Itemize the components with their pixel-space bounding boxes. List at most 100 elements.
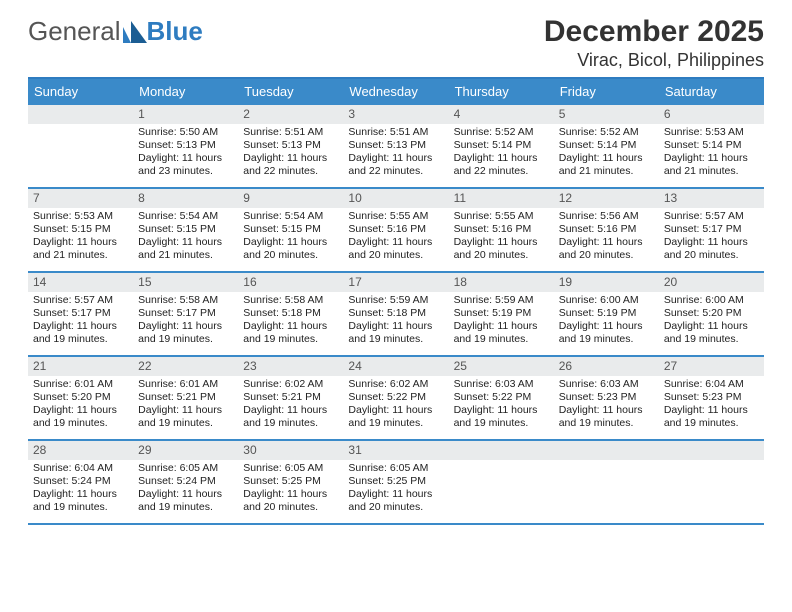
- daylight-line: Daylight: 11 hours and 19 minutes.: [138, 488, 233, 514]
- day-number: 24: [343, 357, 448, 376]
- sunset-line: Sunset: 5:25 PM: [348, 475, 443, 488]
- calendar-cell: 9 Sunrise: 5:54 AMSunset: 5:15 PMDaylight…: [238, 189, 343, 271]
- sunset-line: Sunset: 5:17 PM: [664, 223, 759, 236]
- daylight-line: Daylight: 11 hours and 19 minutes.: [348, 404, 443, 430]
- daylight-line: Daylight: 11 hours and 21 minutes.: [33, 236, 128, 262]
- sunrise-line: Sunrise: 5:55 AM: [348, 210, 443, 223]
- sunset-line: Sunset: 5:16 PM: [559, 223, 654, 236]
- calendar: Sunday Monday Tuesday Wednesday Thursday…: [28, 77, 764, 525]
- sunset-line: Sunset: 5:13 PM: [348, 139, 443, 152]
- day-number: 9: [238, 189, 343, 208]
- sunset-line: Sunset: 5:22 PM: [348, 391, 443, 404]
- sunrise-line: Sunrise: 6:01 AM: [138, 378, 233, 391]
- day-number: 14: [28, 273, 133, 292]
- sunset-line: Sunset: 5:25 PM: [243, 475, 338, 488]
- day-number: .: [449, 441, 554, 460]
- daylight-line: Daylight: 11 hours and 23 minutes.: [138, 152, 233, 178]
- sunset-line: Sunset: 5:14 PM: [454, 139, 549, 152]
- sunrise-line: Sunrise: 6:05 AM: [243, 462, 338, 475]
- calendar-cell: 26Sunrise: 6:03 AMSunset: 5:23 PMDayligh…: [554, 357, 659, 439]
- day-number: 5: [554, 105, 659, 124]
- daylight-line: Daylight: 11 hours and 20 minutes.: [454, 236, 549, 262]
- calendar-cell: 19Sunrise: 6:00 AMSunset: 5:19 PMDayligh…: [554, 273, 659, 355]
- calendar-cell: 22Sunrise: 6:01 AMSunset: 5:21 PMDayligh…: [133, 357, 238, 439]
- sunset-line: Sunset: 5:15 PM: [138, 223, 233, 236]
- sunset-line: Sunset: 5:20 PM: [33, 391, 128, 404]
- sunset-line: Sunset: 5:16 PM: [348, 223, 443, 236]
- calendar-cell: 27Sunrise: 6:04 AMSunset: 5:23 PMDayligh…: [659, 357, 764, 439]
- daylight-line: Daylight: 11 hours and 21 minutes.: [664, 152, 759, 178]
- sunrise-line: Sunrise: 5:57 AM: [33, 294, 128, 307]
- day-number: 15: [133, 273, 238, 292]
- calendar-cell: 28Sunrise: 6:04 AMSunset: 5:24 PMDayligh…: [28, 441, 133, 523]
- calendar-cell: 14Sunrise: 5:57 AMSunset: 5:17 PMDayligh…: [28, 273, 133, 355]
- daylight-line: Daylight: 11 hours and 19 minutes.: [559, 404, 654, 430]
- calendar-week: 7Sunrise: 5:53 AMSunset: 5:15 PMDaylight…: [28, 189, 764, 273]
- sunrise-line: Sunrise: 5:51 AM: [243, 126, 338, 139]
- calendar-cell: 17Sunrise: 5:59 AMSunset: 5:18 PMDayligh…: [343, 273, 448, 355]
- calendar-cell: 1Sunrise: 5:50 AMSunset: 5:13 PMDaylight…: [133, 105, 238, 187]
- sunrise-line: Sunrise: 6:04 AM: [664, 378, 759, 391]
- sunset-line: Sunset: 5:23 PM: [664, 391, 759, 404]
- weekday-thursday: Thursday: [449, 79, 554, 105]
- calendar-cell: 18Sunrise: 5:59 AMSunset: 5:19 PMDayligh…: [449, 273, 554, 355]
- calendar-cell: 3Sunrise: 5:51 AMSunset: 5:13 PMDaylight…: [343, 105, 448, 187]
- sunrise-line: Sunrise: 6:05 AM: [138, 462, 233, 475]
- weekday-saturday: Saturday: [659, 79, 764, 105]
- sunset-line: Sunset: 5:20 PM: [664, 307, 759, 320]
- daylight-line: Daylight: 11 hours and 20 minutes.: [243, 488, 338, 514]
- calendar-cell: 4Sunrise: 5:52 AMSunset: 5:14 PMDaylight…: [449, 105, 554, 187]
- day-number: 16: [238, 273, 343, 292]
- sunrise-line: Sunrise: 5:56 AM: [559, 210, 654, 223]
- daylight-line: Daylight: 11 hours and 19 minutes.: [138, 320, 233, 346]
- weekday-tuesday: Tuesday: [238, 79, 343, 105]
- sunset-line: Sunset: 5:18 PM: [243, 307, 338, 320]
- sunset-line: Sunset: 5:15 PM: [243, 223, 338, 236]
- sunset-line: Sunset: 5:21 PM: [243, 391, 338, 404]
- calendar-cell: 23Sunrise: 6:02 AMSunset: 5:21 PMDayligh…: [238, 357, 343, 439]
- day-number: 1: [133, 105, 238, 124]
- sunset-line: Sunset: 5:21 PM: [138, 391, 233, 404]
- day-number: 26: [554, 357, 659, 376]
- daylight-line: Daylight: 11 hours and 20 minutes.: [559, 236, 654, 262]
- sunrise-line: Sunrise: 6:02 AM: [348, 378, 443, 391]
- sunrise-line: Sunrise: 5:59 AM: [454, 294, 549, 307]
- calendar-cell: 2Sunrise: 5:51 AMSunset: 5:13 PMDaylight…: [238, 105, 343, 187]
- calendar-cell: 25Sunrise: 6:03 AMSunset: 5:22 PMDayligh…: [449, 357, 554, 439]
- day-number: 25: [449, 357, 554, 376]
- calendar-cell: 5Sunrise: 5:52 AMSunset: 5:14 PMDaylight…: [554, 105, 659, 187]
- weekday-wednesday: Wednesday: [343, 79, 448, 105]
- sunrise-line: Sunrise: 6:05 AM: [348, 462, 443, 475]
- daylight-line: Daylight: 11 hours and 20 minutes.: [348, 236, 443, 262]
- sunset-line: Sunset: 5:15 PM: [33, 223, 128, 236]
- calendar-cell-empty: .: [554, 441, 659, 523]
- day-number: 8: [133, 189, 238, 208]
- daylight-line: Daylight: 11 hours and 19 minutes.: [33, 404, 128, 430]
- day-number: 13: [659, 189, 764, 208]
- sunset-line: Sunset: 5:17 PM: [33, 307, 128, 320]
- daylight-line: Daylight: 11 hours and 20 minutes.: [243, 236, 338, 262]
- sunset-line: Sunset: 5:24 PM: [33, 475, 128, 488]
- sunrise-line: Sunrise: 6:02 AM: [243, 378, 338, 391]
- daylight-line: Daylight: 11 hours and 22 minutes.: [348, 152, 443, 178]
- daylight-line: Daylight: 11 hours and 19 minutes.: [243, 404, 338, 430]
- logo-text-blue: Blue: [147, 16, 203, 47]
- logo-icon: [123, 21, 147, 43]
- daylight-line: Daylight: 11 hours and 21 minutes.: [559, 152, 654, 178]
- sunrise-line: Sunrise: 5:54 AM: [243, 210, 338, 223]
- sunrise-line: Sunrise: 5:50 AM: [138, 126, 233, 139]
- daylight-line: Daylight: 11 hours and 19 minutes.: [559, 320, 654, 346]
- day-number: .: [554, 441, 659, 460]
- sunrise-line: Sunrise: 5:58 AM: [243, 294, 338, 307]
- calendar-week: .1Sunrise: 5:50 AMSunset: 5:13 PMDayligh…: [28, 105, 764, 189]
- sunrise-line: Sunrise: 5:52 AM: [559, 126, 654, 139]
- daylight-line: Daylight: 11 hours and 19 minutes.: [664, 404, 759, 430]
- sunset-line: Sunset: 5:23 PM: [559, 391, 654, 404]
- daylight-line: Daylight: 11 hours and 19 minutes.: [664, 320, 759, 346]
- day-number: 11: [449, 189, 554, 208]
- sunset-line: Sunset: 5:13 PM: [243, 139, 338, 152]
- day-number: 3: [343, 105, 448, 124]
- sunset-line: Sunset: 5:14 PM: [664, 139, 759, 152]
- sunrise-line: Sunrise: 5:53 AM: [33, 210, 128, 223]
- daylight-line: Daylight: 11 hours and 21 minutes.: [138, 236, 233, 262]
